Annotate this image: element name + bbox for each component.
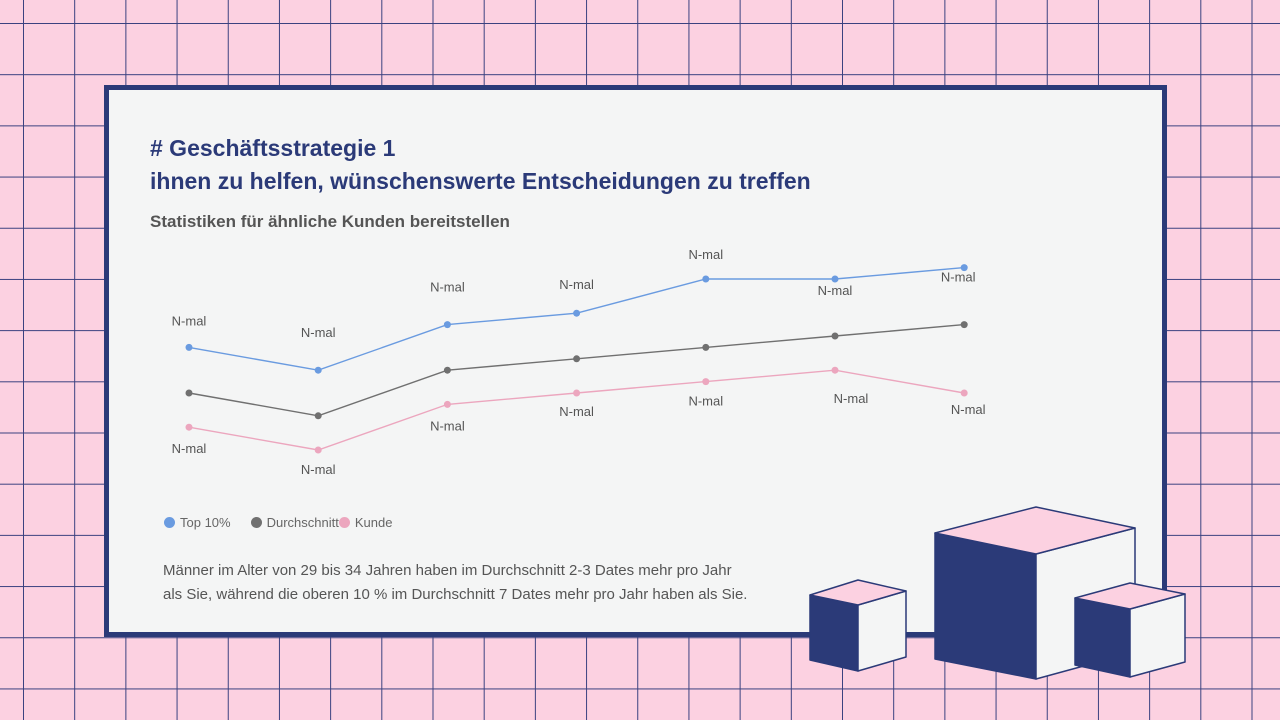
data-label: N-mal: [818, 283, 853, 298]
data-label: N-mal: [301, 325, 336, 340]
cube-small-left: [809, 579, 907, 672]
legend-item-customer: Kunde: [338, 515, 393, 530]
data-point: [443, 366, 451, 374]
data-label: N-mal: [301, 462, 336, 477]
data-point: [573, 309, 581, 317]
data-point: [443, 400, 451, 408]
data-point: [831, 332, 839, 340]
legend-item-average: Durchschnitt: [250, 515, 339, 530]
data-label: N-mal: [172, 441, 207, 456]
data-point: [185, 343, 193, 351]
cube-small-right: [1074, 582, 1186, 678]
legend-label: Durchschnitt: [266, 515, 339, 530]
description-line-2: als Sie, während die oberen 10 % im Durc…: [163, 586, 748, 603]
data-label: N-mal: [941, 270, 976, 285]
legend-item-top10: Top 10%: [164, 515, 231, 530]
data-point: [702, 275, 710, 283]
data-label: N-mal: [430, 280, 465, 295]
data-point: [185, 389, 193, 397]
data-point: [314, 412, 322, 420]
data-point: [831, 275, 839, 283]
subtitle: Statistiken für ähnliche Kunden bereitst…: [150, 212, 510, 231]
data-label: N-mal: [172, 313, 207, 328]
data-point: [314, 366, 322, 374]
description-line-1: Männer im Alter von 29 bis 34 Jahren hab…: [163, 562, 732, 579]
data-label: N-mal: [688, 394, 723, 409]
data-point: [960, 321, 968, 329]
legend-label: Top 10%: [180, 515, 231, 530]
data-point: [573, 389, 581, 397]
title-line-2: ihnen zu helfen, wünschenswerte Entschei…: [150, 168, 811, 194]
legend-label: Kunde: [354, 515, 393, 530]
data-point: [314, 446, 322, 454]
description-text: Männer im Alter von 29 bis 34 Jahren hab…: [163, 559, 803, 607]
data-point: [702, 378, 710, 386]
data-label: N-mal: [951, 402, 986, 417]
data-point: [960, 389, 968, 397]
data-point: [443, 321, 451, 329]
data-point: [573, 355, 581, 363]
data-label: N-mal: [559, 277, 594, 292]
page-title: # Geschäftsstrategie 1 ihnen zu helfen, …: [150, 132, 811, 198]
legend-dot: [250, 517, 262, 528]
data-label: N-mal: [834, 391, 869, 406]
data-point: [185, 423, 193, 431]
title-line-1: # Geschäftsstrategie 1: [150, 135, 396, 161]
data-point: [831, 366, 839, 374]
data-point: [960, 264, 968, 272]
data-point: [702, 343, 710, 351]
legend-dot: [164, 517, 175, 528]
chart-legend: Top 10% Durchschnitt Kunde: [164, 515, 412, 530]
data-label: N-mal: [430, 418, 465, 433]
data-label: N-mal: [688, 247, 723, 262]
data-label: N-mal: [559, 404, 594, 419]
legend-dot: [338, 517, 350, 528]
